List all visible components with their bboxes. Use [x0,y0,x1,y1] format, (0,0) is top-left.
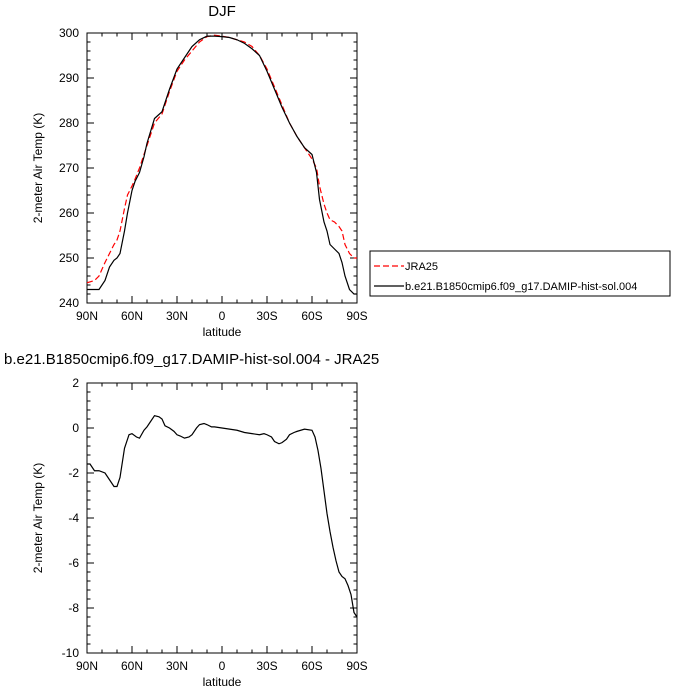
y-tick-label: 270 [59,161,79,175]
series-line-1 [87,35,357,295]
plot-frame [86,382,358,654]
x-tick-label: 30N [166,659,188,673]
y-tick-label: 0 [72,421,79,435]
y-tick-label: -2 [68,466,79,480]
chart-title: DJF [208,3,236,20]
y-tick-label: 290 [59,71,79,85]
y-tick-label: 280 [59,116,79,130]
series-line-0 [87,34,357,284]
series-line-0 [87,414,357,618]
top-panel-djf: DJF 240 250 260 270 280 290 300 90N 60N 30N 0 30S 60S… [31,3,671,339]
x-tick-label: 90N [76,309,98,323]
y-tick-label: -10 [62,646,80,660]
x-tick-label: 0 [219,659,226,673]
y-tick-label: -6 [68,556,79,570]
y-tick-label: -8 [68,601,79,615]
x-tick-label: 60S [301,659,322,673]
y-tick-label: 240 [59,296,79,310]
x-tick-label: 30S [256,309,277,323]
x-axis-label: latitude [203,325,242,339]
x-tick-label: 90S [346,659,367,673]
y-tick-label: 2 [72,376,79,390]
x-tick-label: 30S [256,659,277,673]
y-axis-label: 2-meter Air Temp (K) [31,113,45,223]
bottom-panel-difference: b.e21.B1850cmip6.f09_g17.DAMIP-hist-sol.… [4,351,379,689]
x-axis-label: latitude [203,675,242,689]
legend-box [369,250,671,297]
y-axis-label: 2-meter Air Temp (K) [31,463,45,573]
x-tick-label: 60S [301,309,322,323]
y-tick-label: 250 [59,251,79,265]
x-tick-label: 0 [219,309,226,323]
y-tick-label: 260 [59,206,79,220]
plot-frame [86,32,358,304]
x-tick-label: 60N [121,309,143,323]
x-tick-label: 30N [166,309,188,323]
x-tick-label: 90N [76,659,98,673]
chart-title: b.e21.B1850cmip6.f09_g17.DAMIP-hist-sol.… [4,351,379,368]
y-tick-label: 300 [59,26,79,40]
legend-label-1: b.e21.B1850cmip6.f09_g17.DAMIP-hist-sol.… [405,281,637,293]
x-tick-label: 90S [346,309,367,323]
x-tick-label: 60N [121,659,143,673]
legend-label-0: JRA25 [405,261,438,273]
legend: JRA25 b.e21.B1850cmip6.f09_g17.DAMIP-hist… [369,250,671,297]
y-tick-label: -4 [68,511,79,525]
